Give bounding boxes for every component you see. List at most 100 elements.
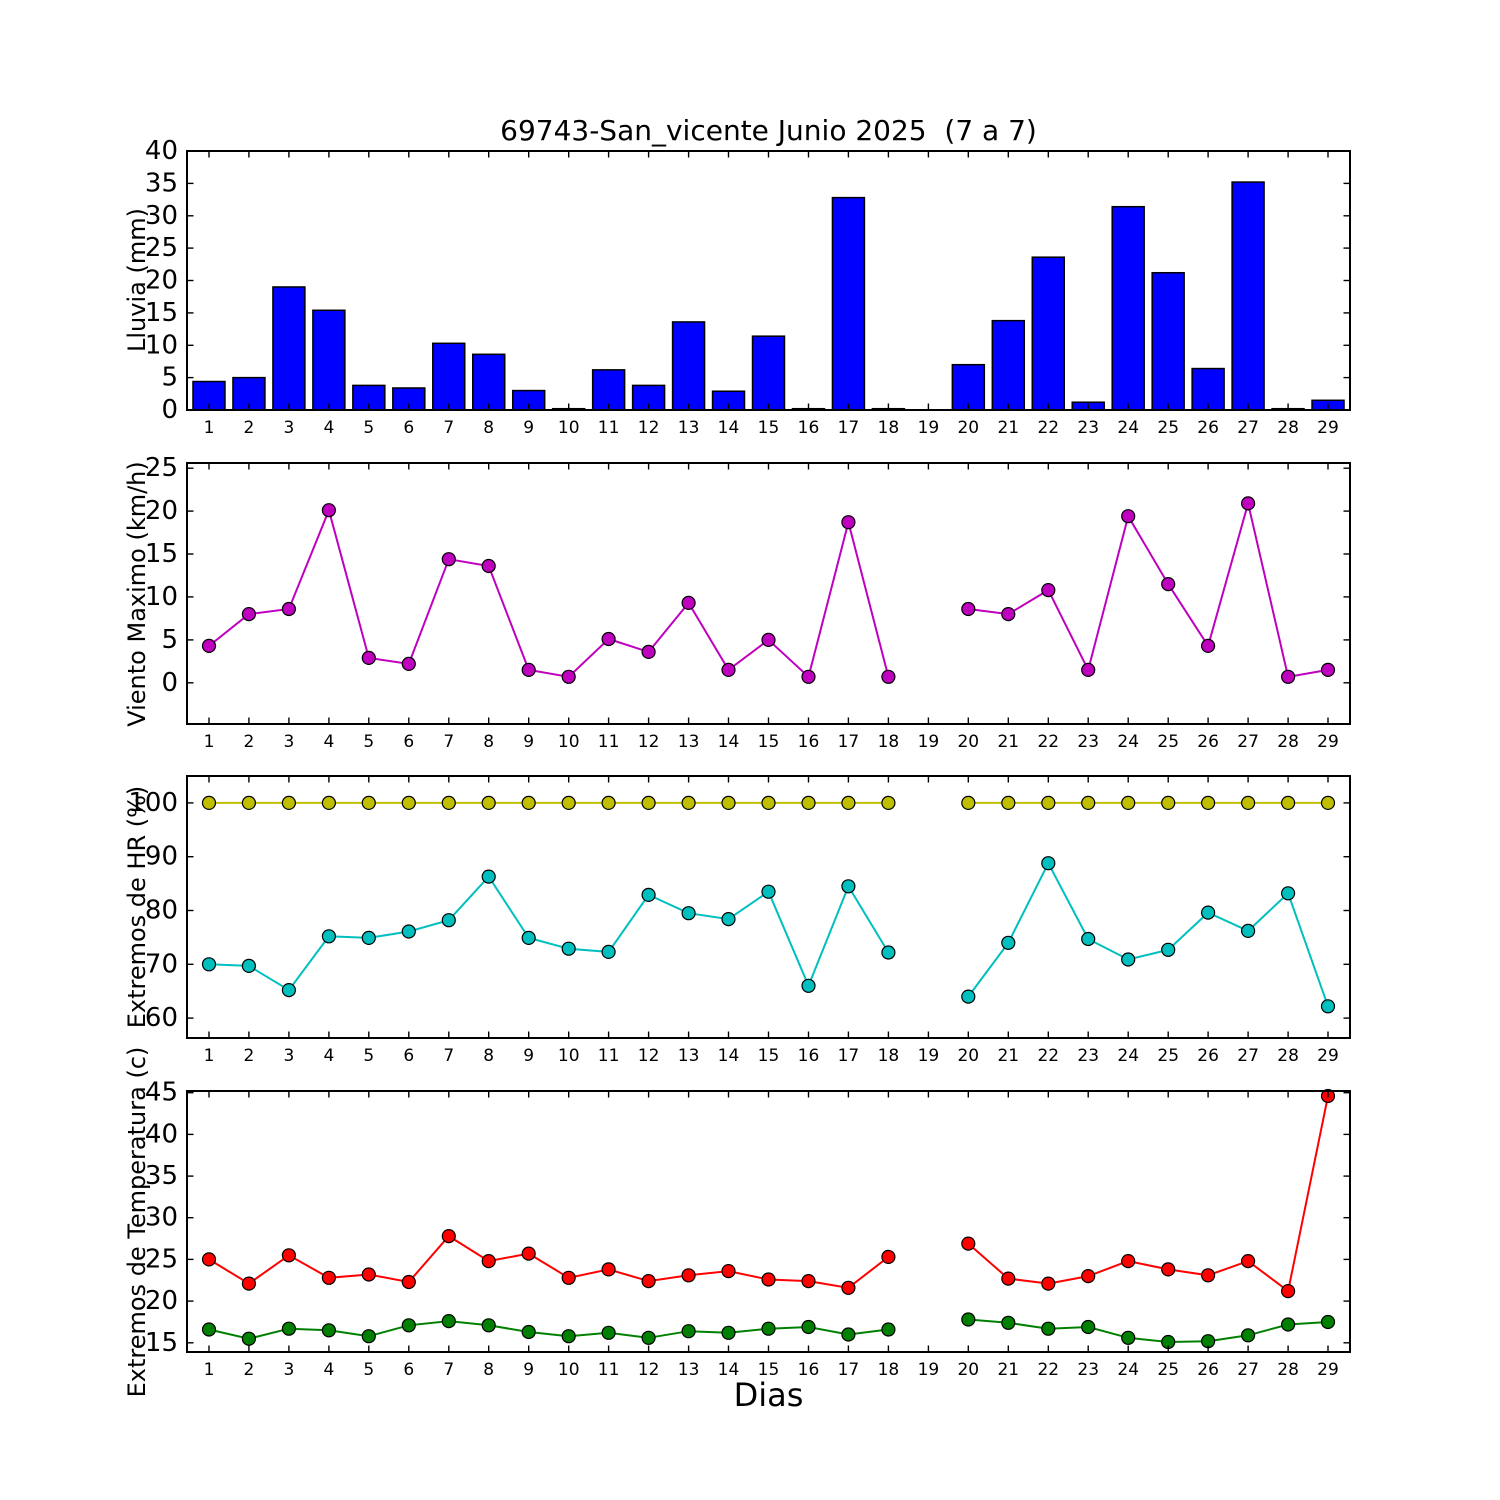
marker-temperatura-minima-day-29	[1320, 1314, 1336, 1330]
marker-hr-maxima-day-17	[841, 795, 856, 811]
x-tick-label: 27	[1237, 418, 1259, 438]
marker-hr-minima-day-17	[841, 879, 856, 894]
marker-temperatura-minima-day-17	[841, 1327, 856, 1342]
bar-day-24	[1111, 205, 1145, 411]
marker-hr-minima-day-20	[961, 989, 976, 1004]
marker-viento-maximo-day-5	[361, 650, 376, 666]
x-tick-label: 9	[523, 1046, 534, 1066]
x-tick-label: 17	[838, 732, 860, 752]
x-tick-label: 8	[483, 418, 494, 438]
x-tick-label: 6	[403, 1360, 414, 1380]
line-viento-maximo	[968, 503, 1329, 678]
x-tick-label: 19	[918, 732, 940, 752]
y-tick-label: 100	[128, 788, 178, 818]
marker-hr-maxima-day-3	[281, 795, 296, 811]
subplot-lluvia: 1 2 3 4 5 6 7 8 9 10 11 12 13 14 15 16 17 18 19 20 21 22 23 24 2…	[145, 136, 1351, 438]
x-tick-label: 11	[598, 1360, 620, 1380]
y-tick-label: 25	[145, 233, 178, 263]
x-tick-label: 22	[1037, 1046, 1059, 1066]
x-tick-label: 10	[558, 732, 580, 752]
marker-viento-maximo-day-17	[841, 515, 856, 530]
x-tick-label: 17	[838, 1046, 860, 1066]
x-tick-label: 23	[1077, 1360, 1099, 1380]
bar-day-20	[951, 363, 986, 411]
y-tick-label: 15	[145, 298, 178, 328]
bar-day-17	[831, 196, 866, 411]
y-tick-label: 10	[145, 330, 178, 360]
x-tick-label: 8	[483, 1360, 494, 1380]
x-tick-label: 28	[1277, 732, 1299, 752]
marker-hr-maxima-day-27	[1240, 795, 1256, 811]
marker-temperatura-maxima-day-6	[401, 1274, 416, 1290]
marker-temperatura-maxima-day-7	[441, 1228, 456, 1244]
marker-hr-maxima-day-23	[1081, 795, 1096, 811]
y-tick-label: 0	[161, 395, 178, 425]
marker-temperatura-maxima-day-1	[201, 1252, 217, 1267]
x-tick-label: 29	[1317, 418, 1339, 438]
marker-hr-minima-day-16	[801, 978, 816, 993]
x-tick-label: 20	[957, 1360, 979, 1380]
bar-day-3	[272, 286, 306, 411]
marker-hr-minima-day-5	[361, 930, 376, 946]
y-tick-label: 25	[145, 1244, 178, 1274]
marker-viento-maximo-day-21	[1001, 606, 1016, 622]
y-tick-label: 20	[145, 1286, 178, 1316]
x-tick-label: 25	[1157, 1046, 1179, 1066]
x-tick-label: 21	[997, 1360, 1019, 1380]
x-tick-label: 5	[363, 1046, 374, 1066]
marker-temperatura-minima-day-7	[441, 1313, 456, 1329]
x-tick-label: 29	[1317, 1360, 1339, 1380]
x-tick-label: 15	[758, 1360, 780, 1380]
x-tick-label: 25	[1157, 1360, 1179, 1380]
marker-hr-minima-day-13	[681, 906, 696, 921]
marker-temperatura-maxima-day-13	[681, 1268, 696, 1283]
x-tick-label: 14	[718, 1360, 740, 1380]
marker-viento-maximo-day-1	[201, 638, 217, 654]
x-tick-label: 13	[678, 1046, 700, 1066]
marker-hr-minima-day-2	[241, 958, 256, 974]
x-tick-label: 10	[558, 1046, 580, 1066]
x-tick-label: 26	[1197, 1360, 1219, 1380]
x-tick-label: 11	[598, 732, 620, 752]
marker-temperatura-minima-day-5	[361, 1329, 376, 1344]
marker-hr-maxima-day-11	[601, 795, 616, 811]
x-tick-label: 17	[838, 1360, 860, 1380]
y-tick-label: 35	[145, 168, 178, 198]
marker-temperatura-maxima-day-23	[1081, 1268, 1096, 1284]
bar-day-27	[1231, 181, 1265, 411]
marker-temperatura-minima-day-16	[801, 1319, 816, 1335]
marker-hr-maxima-day-2	[241, 795, 256, 811]
x-tick-label: 13	[678, 732, 700, 752]
marker-temperatura-maxima-day-27	[1240, 1253, 1256, 1269]
x-tick-label: 14	[718, 1046, 740, 1066]
marker-hr-maxima-day-24	[1121, 795, 1136, 811]
marker-temperatura-minima-day-2	[241, 1331, 256, 1346]
marker-hr-minima-day-21	[1001, 935, 1016, 950]
x-tick-label: 17	[838, 418, 860, 438]
marker-temperatura-maxima-day-20	[961, 1236, 976, 1251]
marker-temperatura-maxima-day-5	[361, 1267, 376, 1282]
x-tick-label: 12	[638, 732, 660, 752]
x-tick-label: 14	[718, 732, 740, 752]
x-tick-label: 4	[323, 1360, 334, 1380]
marker-hr-minima-day-10	[561, 941, 576, 956]
marker-hr-minima-day-1	[201, 957, 217, 972]
bar-day-8	[472, 353, 506, 411]
marker-temperatura-minima-day-9	[521, 1324, 536, 1340]
x-tick-label: 15	[758, 418, 780, 438]
marker-temperatura-maxima-day-10	[561, 1270, 576, 1285]
marker-hr-minima-day-15	[761, 884, 776, 899]
x-tick-label: 25	[1157, 418, 1179, 438]
x-tick-label: 28	[1277, 1046, 1299, 1066]
marker-hr-minima-day-3	[281, 982, 296, 998]
subplot-temperatura: 1 2 3 4 5 6 7 8 9 10 11 12 13 14 15 16 17 18 19 20 21 22 23 24 2…	[145, 1078, 1351, 1380]
marker-viento-maximo-day-13	[681, 595, 696, 611]
marker-viento-maximo-day-7	[441, 552, 456, 567]
x-tick-label: 19	[918, 418, 940, 438]
y-tick-label: 25	[145, 453, 178, 483]
marker-temperatura-maxima-day-17	[841, 1280, 856, 1295]
y-tick-label: 0	[161, 668, 178, 698]
marker-temperatura-minima-day-21	[1001, 1315, 1016, 1330]
x-tick-label: 10	[558, 418, 580, 438]
marker-temperatura-minima-day-13	[681, 1324, 696, 1339]
